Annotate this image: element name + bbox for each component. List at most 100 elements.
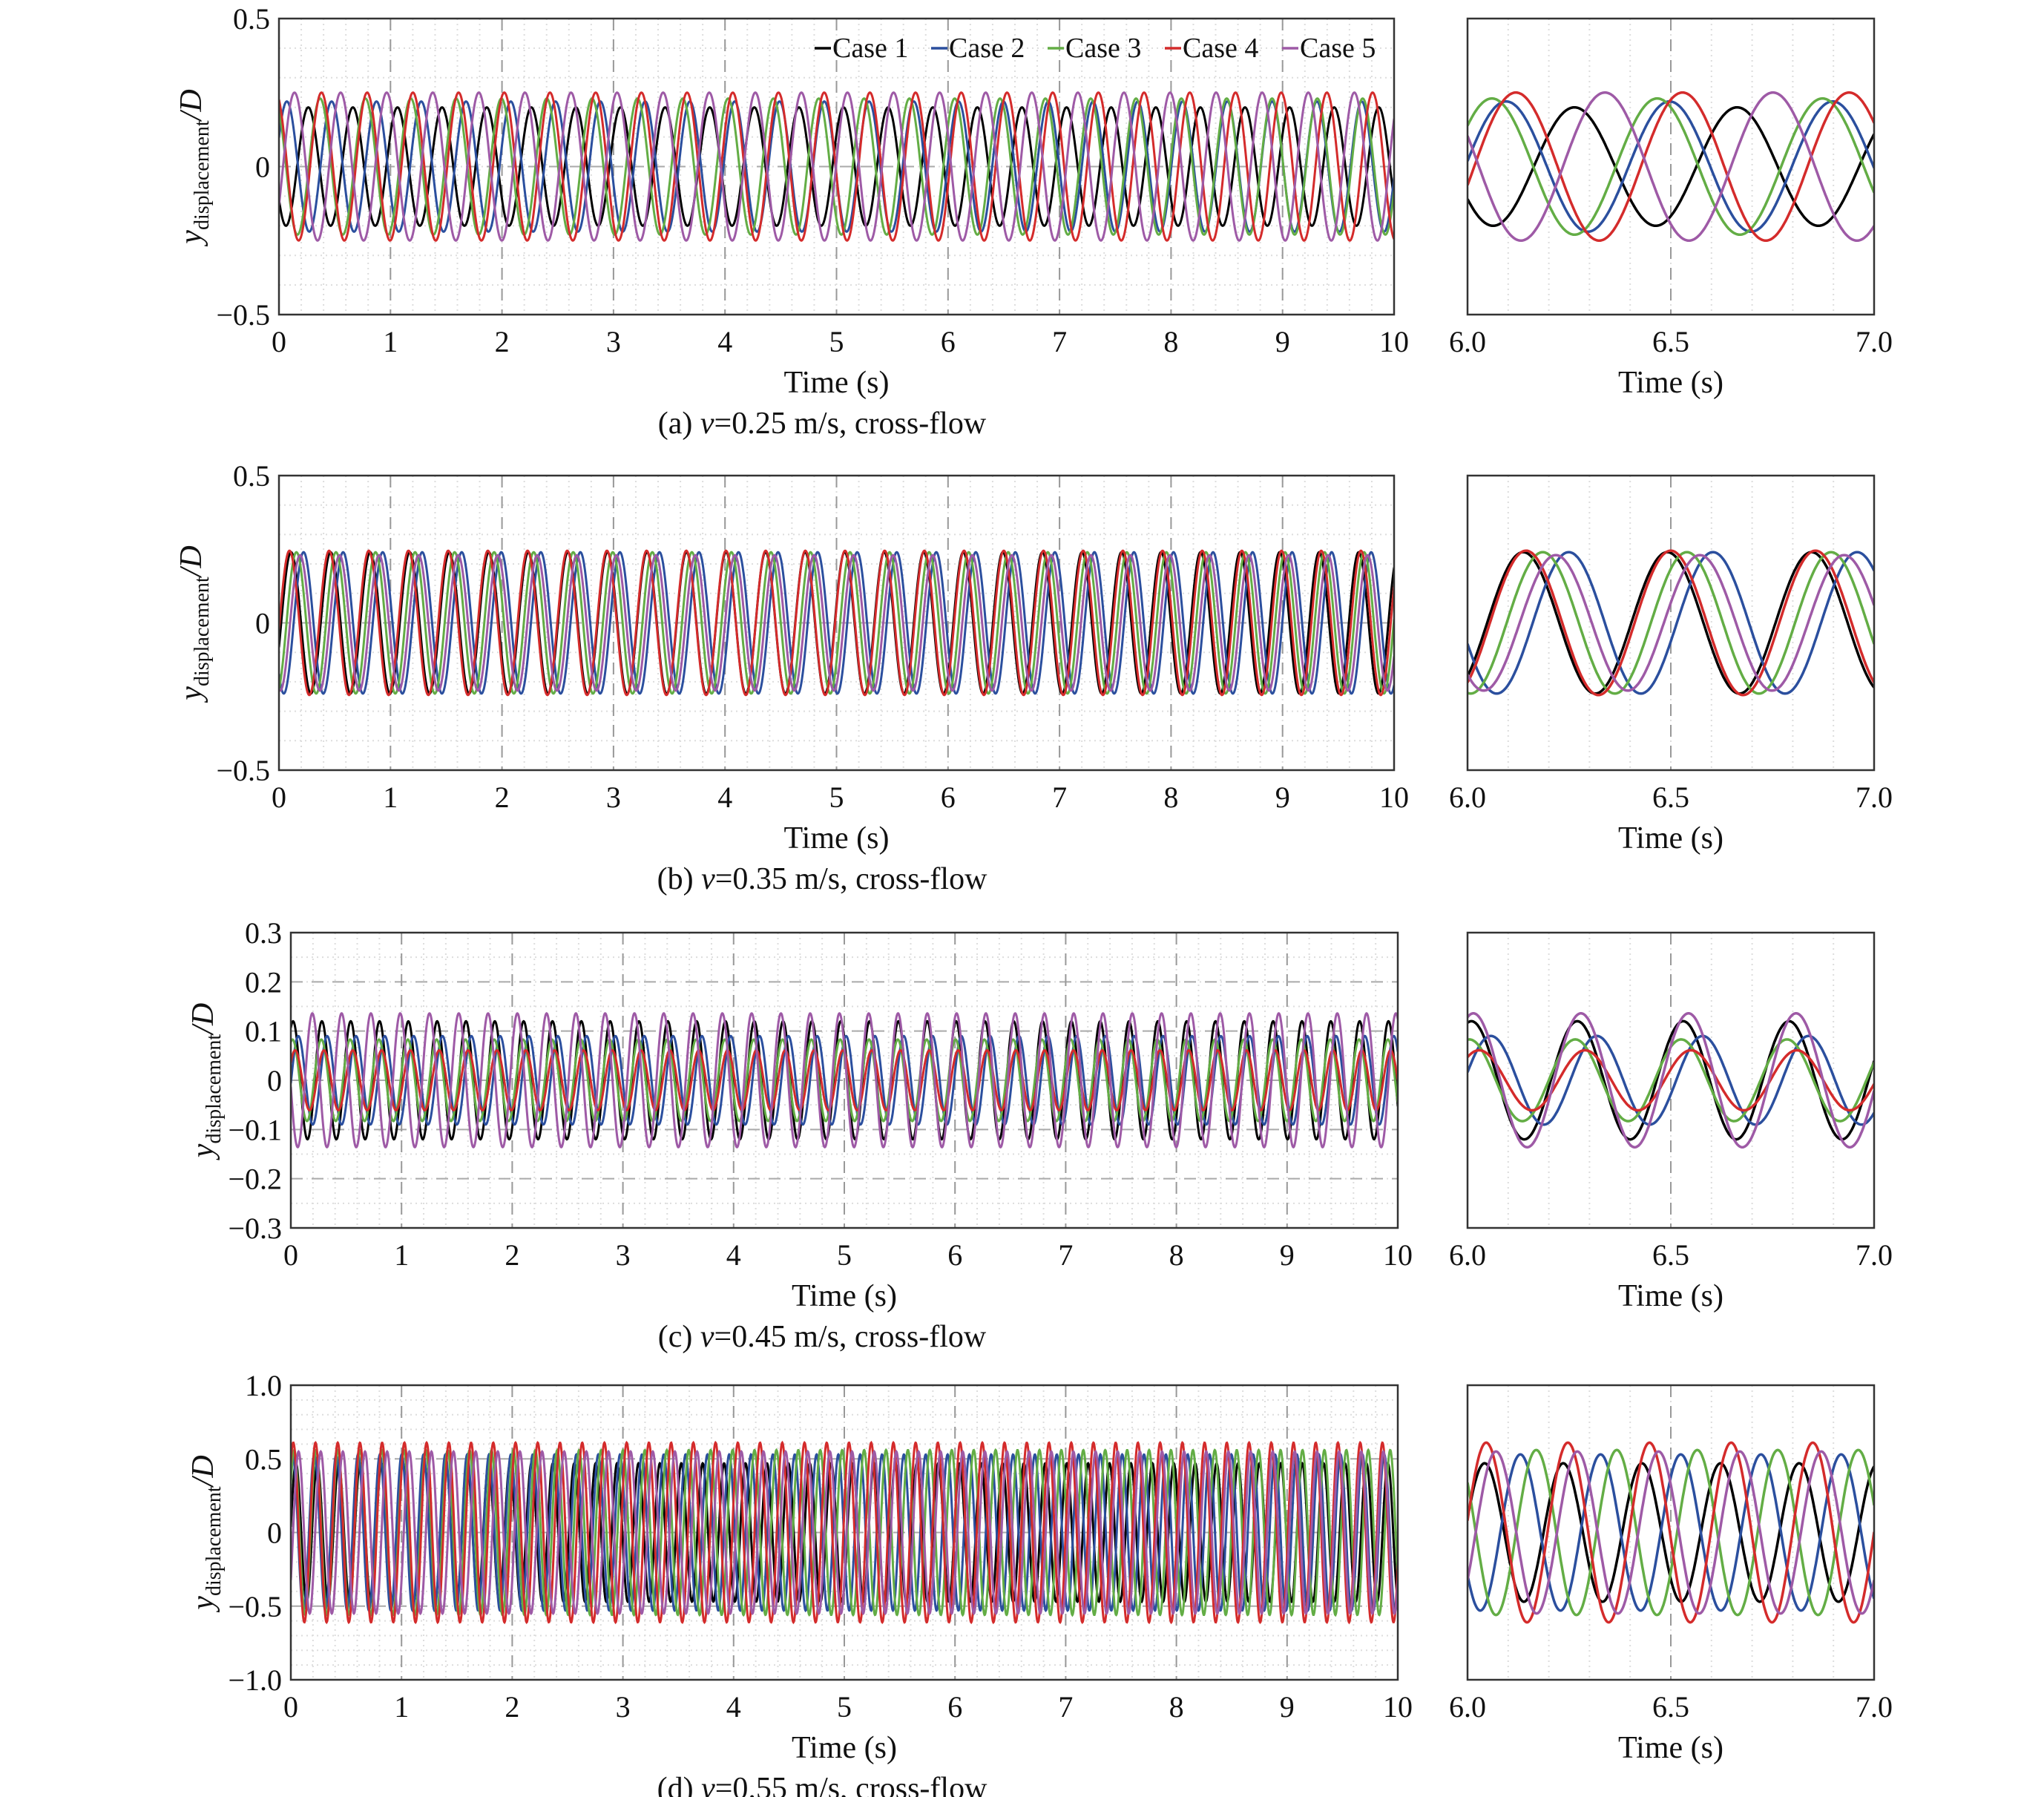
- series-line-case-2: [1468, 1453, 1874, 1612]
- legend-label: Case 3: [1065, 33, 1141, 64]
- axes-box: [289, 931, 1399, 1229]
- zoom-panel: 6.0 6.5 7.0 Time (s): [1449, 1384, 1893, 1765]
- x-tick-label: 3: [616, 1690, 631, 1724]
- series-line-case-4: [1468, 549, 1874, 697]
- x-tick-label: 6: [947, 1690, 962, 1724]
- caption-label: (d): [657, 1772, 701, 1797]
- x-tick-label: 6.0: [1449, 325, 1486, 358]
- x-tick-label: 10: [1383, 1690, 1413, 1724]
- y-tick-label: 0: [255, 151, 270, 184]
- x-tick-label: 3: [606, 325, 621, 358]
- y-tick-label: 0: [267, 1064, 282, 1097]
- series-line-case-5: [1468, 1450, 1874, 1615]
- axes-box: [289, 1384, 1399, 1681]
- x-tick-label: 3: [616, 1238, 631, 1272]
- x-axis-label: Time (s): [792, 1731, 897, 1765]
- subplot-caption: (b) v=0.35 m/s, cross-flow: [657, 862, 988, 896]
- caption-label: (a): [658, 407, 700, 441]
- x-tick-label: 6.0: [1449, 781, 1486, 814]
- axes-box: [1466, 931, 1876, 1229]
- x-tick-label: 7: [1058, 1690, 1073, 1724]
- x-tick-label: 4: [717, 325, 732, 358]
- axes-box: [1466, 474, 1876, 772]
- x-tick-label: 7: [1058, 1238, 1073, 1272]
- y-tick-label: −0.5: [216, 298, 270, 332]
- x-axis-label: Time (s): [784, 821, 890, 855]
- y-label-subscript: displacement: [203, 1034, 226, 1144]
- x-tick-label: 8: [1163, 325, 1178, 358]
- x-tick-label: 10: [1379, 325, 1409, 358]
- subplot-caption: (d) v=0.55 m/s, cross-flow: [657, 1772, 988, 1797]
- axes-box: [1466, 17, 1876, 316]
- x-tick-label: 0: [283, 1690, 298, 1724]
- x-tick-label: 9: [1280, 1690, 1295, 1724]
- x-axis-label: Time (s): [792, 1279, 897, 1313]
- y-label-var: y: [174, 686, 208, 703]
- series-line-case-1: [1468, 1019, 1874, 1141]
- y-tick-label: 0.2: [245, 965, 282, 999]
- y-axis-label: ydisplacement/D: [186, 1003, 226, 1160]
- y-tick-label: 0.1: [245, 1015, 282, 1048]
- x-tick-label: 0: [272, 325, 286, 358]
- x-tick-label: 8: [1169, 1690, 1184, 1724]
- series-line-case-5: [291, 1449, 1398, 1616]
- x-axis-label: Time (s): [1618, 1731, 1723, 1765]
- series-line-case-5: [1468, 91, 1874, 242]
- series-line-case-4: [1468, 91, 1874, 242]
- series-line-case-3: [291, 1448, 1398, 1617]
- series-line-case-5: [1468, 1012, 1874, 1149]
- x-tick-label: 7.0: [1856, 1690, 1893, 1724]
- legend-label: Case 4: [1183, 33, 1258, 64]
- x-tick-label: 1: [394, 1690, 409, 1724]
- x-tick-label: 7.0: [1856, 781, 1893, 814]
- caption-text: =0.55 m/s, cross-flow: [715, 1772, 988, 1797]
- y-label-var: y: [174, 230, 208, 247]
- x-tick-label: 5: [837, 1690, 852, 1724]
- legend: Case 1 Case 2 Case 3 Case 4 Case 5: [815, 33, 1376, 64]
- y-tick-label: −0.5: [216, 754, 270, 787]
- series-line-case-2: [291, 1452, 1398, 1613]
- series-line-case-4: [1468, 1048, 1874, 1112]
- subplot-caption: (a) v=0.25 m/s, cross-flow: [658, 407, 987, 441]
- y-label-subscript: displacement: [191, 576, 214, 686]
- y-label-var: y: [186, 1143, 220, 1160]
- caption-text: =0.45 m/s, cross-flow: [714, 1320, 987, 1354]
- x-tick-label: 2: [505, 1690, 519, 1724]
- x-tick-label: 4: [726, 1238, 741, 1272]
- series-group: [1468, 549, 1874, 697]
- caption-text: =0.35 m/s, cross-flow: [715, 862, 988, 896]
- y-tick-label: −0.5: [228, 1590, 282, 1623]
- x-tick-label: 2: [505, 1238, 519, 1272]
- y-axis-label: ydisplacement/D: [174, 545, 214, 703]
- series-line-case-4: [279, 91, 1394, 242]
- caption-variable: v: [700, 1320, 714, 1354]
- x-tick-label: 6: [941, 325, 956, 358]
- zoom-panel: 6.0 6.5 7.0 Time (s): [1449, 17, 1893, 400]
- main-panel: 0 1 2 3 4 5 6 7 8 9 10 −0.3 −0.2 −0.1 0 0.1 0.2 0.3 ydispl…: [186, 916, 1413, 1313]
- axes-box: [277, 17, 1396, 316]
- series-line-case-5: [279, 553, 1394, 692]
- y-axis-label: ydisplacement/D: [174, 89, 214, 246]
- x-tick-label: 5: [829, 781, 844, 814]
- x-tick-label: 3: [606, 781, 621, 814]
- series-group: [279, 549, 1394, 697]
- x-tick-label: 6.0: [1449, 1690, 1486, 1724]
- caption-variable: v: [700, 407, 714, 441]
- series-line-case-2: [1468, 1034, 1874, 1126]
- y-label-rest: /D: [174, 545, 208, 578]
- y-label-rest: /D: [186, 1003, 220, 1036]
- series-line-case-1: [1468, 551, 1874, 695]
- x-tick-label: 7: [1052, 781, 1067, 814]
- y-tick-label: 0.5: [233, 459, 270, 493]
- x-tick-label: 6: [947, 1238, 962, 1272]
- x-tick-label: 0: [283, 1238, 298, 1272]
- axes-box: [1466, 1384, 1876, 1681]
- caption-variable: v: [701, 1772, 715, 1797]
- x-tick-label: 8: [1169, 1238, 1184, 1272]
- y-label-subscript: displacement: [191, 120, 214, 230]
- series-line-case-5: [279, 91, 1394, 242]
- y-label-rest: /D: [186, 1455, 220, 1488]
- series-line-case-2: [1468, 551, 1874, 695]
- x-axis-label: Time (s): [1618, 1279, 1723, 1313]
